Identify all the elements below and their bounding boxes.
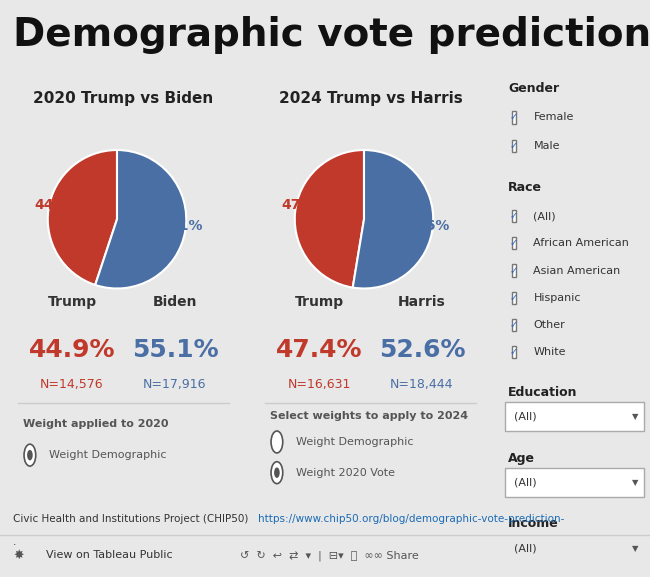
Text: White: White xyxy=(534,347,566,357)
Text: Asian American: Asian American xyxy=(534,265,621,276)
Circle shape xyxy=(24,444,36,466)
Text: Civic Health and Institutions Project (CHIP50): Civic Health and Institutions Project (C… xyxy=(13,514,248,524)
Text: 55.1%: 55.1% xyxy=(155,219,203,233)
FancyBboxPatch shape xyxy=(512,111,516,123)
Text: Age: Age xyxy=(508,452,535,464)
Circle shape xyxy=(27,450,32,460)
FancyBboxPatch shape xyxy=(512,264,516,276)
Text: (All): (All) xyxy=(514,411,537,422)
Text: ✓: ✓ xyxy=(510,293,518,303)
Text: 44.9%: 44.9% xyxy=(34,198,83,212)
FancyBboxPatch shape xyxy=(505,468,644,497)
Text: 52.6%: 52.6% xyxy=(379,338,465,362)
Text: ✓: ✓ xyxy=(510,238,518,248)
FancyBboxPatch shape xyxy=(512,319,516,331)
Text: Harris: Harris xyxy=(398,295,446,309)
Text: .: . xyxy=(13,537,16,548)
Text: Weight 2020 Vote: Weight 2020 Vote xyxy=(296,468,395,478)
FancyBboxPatch shape xyxy=(512,140,516,152)
Text: (All): (All) xyxy=(534,211,556,221)
Text: ✓: ✓ xyxy=(510,211,518,221)
Text: ✓: ✓ xyxy=(510,320,518,330)
FancyBboxPatch shape xyxy=(512,346,516,358)
Text: Other: Other xyxy=(534,320,565,330)
Wedge shape xyxy=(294,150,364,287)
Text: Female: Female xyxy=(534,113,574,122)
FancyBboxPatch shape xyxy=(505,534,644,563)
Text: N=14,576: N=14,576 xyxy=(40,379,104,391)
Text: 52.6%: 52.6% xyxy=(402,219,450,233)
FancyBboxPatch shape xyxy=(512,237,516,249)
Circle shape xyxy=(271,462,283,484)
Text: Weight Demographic: Weight Demographic xyxy=(296,437,413,447)
Text: ✸: ✸ xyxy=(13,549,23,562)
Text: 47.4%: 47.4% xyxy=(276,338,362,362)
Text: ✓: ✓ xyxy=(510,347,518,357)
Text: 44.9%: 44.9% xyxy=(29,338,115,362)
Text: ✓: ✓ xyxy=(510,113,518,122)
Circle shape xyxy=(274,467,280,478)
Text: 55.1%: 55.1% xyxy=(132,338,218,362)
Circle shape xyxy=(271,431,283,453)
Wedge shape xyxy=(353,150,434,288)
Text: ▼: ▼ xyxy=(632,478,638,487)
Text: Trump: Trump xyxy=(294,295,344,309)
Text: Demographic vote prediction tool: Demographic vote prediction tool xyxy=(13,16,650,54)
Text: Race: Race xyxy=(508,181,542,194)
FancyBboxPatch shape xyxy=(505,402,644,431)
Text: Hispanic: Hispanic xyxy=(534,293,581,303)
Text: https://www.chip50.org/blog/demographic-vote-prediction-: https://www.chip50.org/blog/demographic-… xyxy=(258,514,564,524)
Text: N=18,444: N=18,444 xyxy=(390,379,454,391)
Text: 2020 Trump vs Biden: 2020 Trump vs Biden xyxy=(33,91,214,106)
Text: N=17,916: N=17,916 xyxy=(143,379,207,391)
Text: Select weights to apply to 2024: Select weights to apply to 2024 xyxy=(270,411,468,421)
Text: (All): (All) xyxy=(514,477,537,488)
Text: 2024 Trump vs Harris: 2024 Trump vs Harris xyxy=(279,91,462,106)
Text: Income: Income xyxy=(508,518,559,530)
Text: ▼: ▼ xyxy=(632,412,638,421)
Wedge shape xyxy=(47,150,117,285)
Text: Biden: Biden xyxy=(153,295,197,309)
Text: Gender: Gender xyxy=(508,83,559,95)
Text: ✓: ✓ xyxy=(510,265,518,276)
Text: Trump: Trump xyxy=(47,295,97,309)
Text: Male: Male xyxy=(534,141,560,151)
Text: ✓: ✓ xyxy=(510,141,518,151)
Text: African American: African American xyxy=(534,238,629,248)
Text: Weight Demographic: Weight Demographic xyxy=(49,450,166,460)
Text: 47.4%: 47.4% xyxy=(281,198,330,212)
Text: ↺  ↻  ↩  ⇄  ▾  |  ⊟▾  ⧉  ∞∞ Share: ↺ ↻ ↩ ⇄ ▾ | ⊟▾ ⧉ ∞∞ Share xyxy=(240,550,419,561)
Wedge shape xyxy=(95,150,187,288)
FancyBboxPatch shape xyxy=(512,291,516,304)
Text: (All): (All) xyxy=(514,543,537,553)
Text: N=16,631: N=16,631 xyxy=(287,379,351,391)
Text: Weight applied to 2020: Weight applied to 2020 xyxy=(23,419,168,429)
FancyBboxPatch shape xyxy=(512,210,516,222)
Text: View on Tableau Public: View on Tableau Public xyxy=(46,550,172,560)
Text: ▼: ▼ xyxy=(632,544,638,553)
Text: Education: Education xyxy=(508,386,577,399)
